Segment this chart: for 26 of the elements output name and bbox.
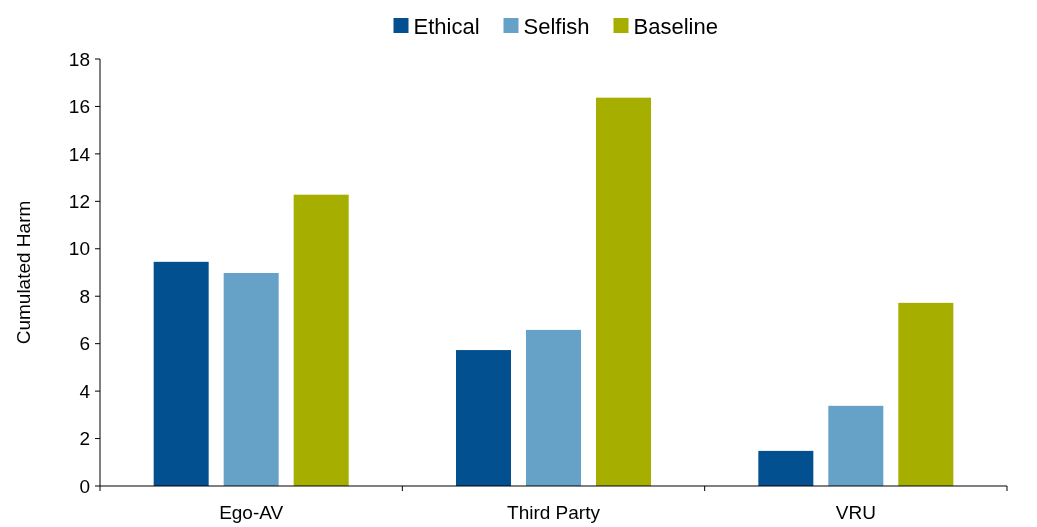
y-tick-label: 14 xyxy=(68,143,91,165)
bar xyxy=(828,405,884,486)
legend-label: Ethical xyxy=(413,13,480,39)
y-tick-label: 6 xyxy=(79,333,90,355)
y-tick-label: 2 xyxy=(79,428,90,450)
x-tick-label: VRU xyxy=(835,502,876,523)
y-tick-label: 10 xyxy=(68,238,90,260)
bar xyxy=(456,350,511,486)
bar xyxy=(758,450,814,486)
legend-label: Baseline xyxy=(633,13,718,39)
y-tick-label: 8 xyxy=(79,285,90,307)
bar xyxy=(596,97,651,486)
bar xyxy=(153,261,209,486)
y-tick-label: 16 xyxy=(68,96,90,118)
bar xyxy=(223,272,279,486)
y-axis-title: Cumulated Harm xyxy=(13,200,34,345)
legend-label: Selfish xyxy=(523,13,590,39)
bar xyxy=(293,194,349,486)
y-tick-label: 4 xyxy=(79,380,91,402)
y-tick-label: 18 xyxy=(68,48,90,70)
x-tick-label: Ego-AV xyxy=(219,502,284,523)
bar xyxy=(898,302,954,486)
x-tick-label: Third Party xyxy=(507,502,601,523)
y-tick-label: 12 xyxy=(68,190,90,212)
bar xyxy=(526,329,581,486)
y-tick-label: 0 xyxy=(79,475,90,497)
